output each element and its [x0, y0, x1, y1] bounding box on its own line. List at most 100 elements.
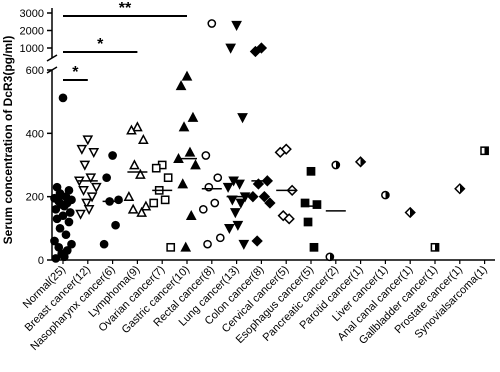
y-tick-label: 600	[26, 65, 44, 77]
dot	[404, 206, 416, 219]
dot	[59, 201, 69, 211]
dot	[76, 144, 88, 155]
dot	[381, 190, 390, 200]
dot	[78, 185, 89, 197]
dot	[229, 208, 241, 219]
dot	[480, 146, 489, 156]
significance-label: *	[97, 36, 104, 53]
dot	[149, 198, 159, 208]
dot	[303, 217, 313, 227]
dot	[252, 178, 265, 190]
y-tick-label: 3000	[20, 8, 44, 20]
dot	[235, 198, 247, 209]
dot	[331, 160, 341, 170]
dot	[58, 93, 68, 103]
dot	[52, 214, 62, 224]
dot	[207, 19, 217, 28]
dot	[280, 143, 292, 155]
dot	[102, 173, 112, 183]
dot	[132, 121, 143, 132]
dot	[163, 173, 173, 183]
dot	[213, 173, 223, 183]
dot	[123, 190, 135, 202]
dot	[166, 242, 176, 252]
dot	[238, 239, 250, 250]
y-axis-label: Serum concentration of DcR3(pg/ml)	[1, 36, 15, 245]
dot	[83, 204, 95, 216]
dot	[79, 160, 91, 171]
dot	[90, 182, 102, 193]
dot	[61, 230, 71, 240]
dot	[138, 133, 149, 145]
dot	[255, 42, 268, 54]
y-tick-label: 200	[26, 192, 44, 204]
dot	[184, 146, 196, 157]
dot	[247, 191, 259, 203]
dot	[231, 20, 242, 31]
dot	[99, 239, 109, 249]
dot	[203, 239, 212, 249]
significance-label: *	[72, 64, 79, 81]
dot	[51, 204, 61, 214]
dot	[135, 168, 146, 179]
dot	[222, 182, 234, 193]
dot	[312, 200, 322, 209]
dot	[75, 209, 86, 220]
y-tick-label: 1000	[20, 43, 44, 55]
dot	[224, 223, 235, 235]
dot	[151, 163, 161, 173]
y-tick-label: 400	[26, 128, 44, 140]
y-tick-label: 2000	[20, 26, 44, 38]
dot	[190, 159, 201, 170]
dot	[251, 235, 263, 247]
dot	[88, 147, 100, 159]
dot	[258, 191, 271, 203]
dot	[354, 156, 367, 168]
dot	[140, 200, 152, 211]
dot	[201, 151, 211, 160]
dot	[274, 146, 286, 158]
dot	[309, 242, 319, 252]
dot	[225, 43, 236, 54]
dot	[187, 111, 199, 122]
dot	[249, 45, 262, 58]
dot	[177, 178, 189, 189]
dot	[136, 206, 147, 217]
dot	[234, 179, 245, 190]
dot	[160, 195, 170, 205]
axis-break	[46, 54, 58, 62]
dot	[65, 208, 75, 217]
dot	[181, 70, 193, 81]
dot	[232, 220, 244, 231]
dot	[277, 210, 289, 222]
dot	[175, 80, 187, 91]
dot	[198, 204, 208, 214]
dot	[178, 121, 190, 132]
dot	[82, 135, 94, 146]
dot	[180, 241, 192, 252]
dot	[215, 233, 225, 243]
dot	[108, 151, 117, 160]
dot	[126, 124, 137, 135]
significance-label: **	[119, 0, 132, 17]
dot	[114, 195, 123, 205]
dot	[210, 198, 220, 208]
dot	[306, 166, 316, 176]
dot	[81, 198, 92, 209]
dot	[50, 236, 59, 246]
y-tick-label: 0	[38, 255, 44, 267]
dot	[127, 203, 139, 214]
dot	[64, 217, 74, 227]
dot	[111, 220, 120, 230]
dot	[454, 183, 466, 195]
dot	[51, 254, 61, 263]
dot	[185, 209, 197, 221]
dot	[204, 182, 214, 192]
dot	[325, 252, 335, 262]
dot	[85, 173, 97, 184]
dot	[430, 242, 440, 252]
dot	[129, 159, 140, 170]
dot	[55, 223, 65, 233]
dot	[59, 252, 69, 262]
